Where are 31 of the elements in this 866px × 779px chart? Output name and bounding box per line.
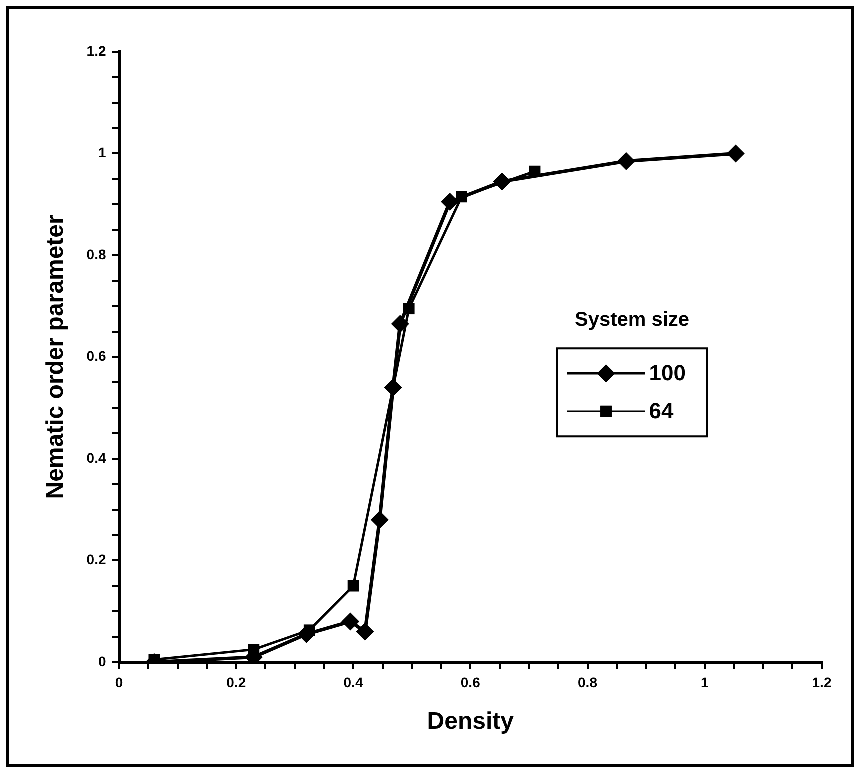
- point: [370, 510, 389, 529]
- y-tick-label: 0: [98, 653, 106, 670]
- point: [726, 144, 745, 163]
- point: [356, 622, 374, 641]
- point: [456, 191, 468, 203]
- point: [617, 152, 636, 170]
- y-tick-label: 1: [98, 144, 106, 161]
- x-axis-title: Density: [427, 708, 515, 736]
- legend-label: 100: [649, 360, 686, 386]
- y-tick-label: 0.4: [86, 450, 106, 466]
- x-tick-label: 0.2: [226, 674, 246, 691]
- y-tick-label: 0.2: [86, 552, 106, 568]
- y-tick-label: 0.8: [86, 246, 106, 262]
- point: [403, 303, 415, 315]
- x-tick-label: 1: [700, 674, 709, 691]
- point: [529, 166, 541, 178]
- x-tick-label: 1.2: [812, 674, 832, 691]
- legend-label: 64: [649, 398, 674, 424]
- point: [248, 644, 260, 656]
- x-tick-label: 0: [115, 674, 124, 691]
- y-axis-title: Nematic order parameter: [42, 215, 70, 500]
- legend-title: System size: [575, 309, 690, 332]
- point: [348, 580, 360, 592]
- x-tick-label: 0.8: [578, 674, 598, 691]
- point: [342, 612, 360, 631]
- point: [441, 193, 460, 212]
- x-tick-label: 0.4: [344, 674, 364, 691]
- x-tick-label: 0.6: [460, 674, 481, 691]
- point: [391, 315, 410, 334]
- y-tick-label: 0.6: [86, 348, 106, 364]
- y-tick-label: 1.2: [86, 42, 106, 59]
